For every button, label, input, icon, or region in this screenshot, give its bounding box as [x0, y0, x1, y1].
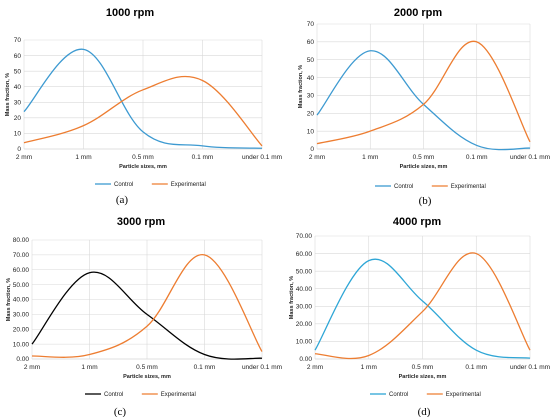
series-line-experimental	[31, 254, 263, 358]
x-tick-label: 2 mm	[307, 364, 323, 371]
y-tick-label: 50.00	[296, 268, 313, 275]
y-axis-label: Mass fraction, %	[298, 65, 304, 109]
panel-label: (c)	[114, 406, 127, 417]
y-tick-label: 20.00	[296, 321, 313, 328]
x-tick-label: 0.5 mm	[136, 364, 158, 371]
x-tick-label: 1 mm	[75, 154, 91, 161]
x-tick-label: 1 mm	[81, 364, 97, 371]
x-tick-label: 2 mm	[16, 154, 32, 161]
y-tick-label: 0.00	[299, 356, 312, 363]
x-tick-label: 0.5 mm	[132, 154, 154, 161]
y-tick-label: 80.00	[13, 237, 30, 244]
legend-entry: Control	[394, 184, 413, 190]
series-line-control	[31, 271, 263, 360]
y-tick-label: 40	[14, 84, 22, 91]
x-tick-label: 1 mm	[361, 364, 377, 371]
y-tick-label: 30	[14, 99, 22, 106]
x-tick-label: 0.1 mm	[192, 154, 214, 161]
series-line-experimental	[23, 75, 263, 147]
chart-3: 3000 rpm 0.00 10.00 20.00 30.00 40.00 50.00 60.…	[6, 216, 282, 417]
y-tick-label: 70.00	[13, 252, 30, 259]
legend-entry: Experimental	[446, 392, 481, 398]
legend-entry: Experimental	[171, 182, 206, 188]
x-axis-label: Particle sizes, mm	[123, 374, 171, 380]
chart-title: 2000 rpm	[394, 7, 443, 19]
y-tick-label: 60	[307, 39, 315, 46]
y-tick-label: 40	[307, 75, 315, 82]
x-tick-label: 1 mm	[362, 154, 378, 161]
y-tick-label: 10.00	[296, 339, 313, 346]
y-tick-label: 40.00	[296, 286, 313, 293]
x-tick-label: 0.1 mm	[194, 364, 216, 371]
panel-label: (a)	[116, 194, 129, 206]
y-tick-label: 50	[307, 57, 315, 64]
x-axis-label: Particle sizes, mm	[119, 164, 167, 170]
y-axis-label: Mass fraction, %	[5, 73, 11, 117]
series-line-experimental	[314, 252, 531, 360]
legend-entry: Control	[389, 392, 408, 398]
chart-title: 4000 rpm	[393, 216, 442, 228]
x-tick-label: 0.5 mm	[412, 364, 434, 371]
series-line-control	[23, 48, 263, 149]
x-tick-label: under 0.1 mm	[510, 154, 550, 161]
y-tick-label: 30.00	[296, 303, 313, 310]
y-tick-label: 10	[307, 128, 315, 135]
y-tick-label: 20.00	[13, 326, 30, 333]
x-axis-label: Particle sizes, mm	[400, 164, 448, 170]
x-tick-label: 2 mm	[24, 364, 40, 371]
legend-entry: Experimental	[161, 392, 196, 398]
y-tick-label: 50	[14, 68, 22, 75]
x-tick-label: under 0.1 mm	[242, 364, 282, 371]
y-tick-label: 60.00	[13, 267, 30, 274]
y-tick-label: 20	[14, 115, 22, 122]
x-tick-label: 2 mm	[309, 154, 325, 161]
y-tick-label: 70	[14, 37, 22, 44]
chart-title: 3000 rpm	[117, 216, 166, 228]
x-axis-label: Particle sizes, mm	[399, 374, 447, 380]
x-tick-label: 0.1 mm	[465, 364, 487, 371]
y-tick-label: 20	[307, 110, 315, 117]
chart-title: 1000 rpm	[106, 7, 155, 19]
y-tick-label: 60.00	[296, 251, 313, 258]
y-tick-label: 40.00	[13, 297, 30, 304]
y-tick-label: 60	[14, 53, 22, 60]
series-line-control	[314, 258, 531, 359]
x-tick-label: under 0.1 mm	[510, 364, 550, 371]
y-tick-label: 30	[307, 93, 315, 100]
y-tick-label: 0	[17, 146, 21, 153]
series-line-experimental	[316, 40, 531, 145]
y-tick-label: 10	[14, 131, 22, 138]
y-tick-label: 30.00	[13, 312, 30, 319]
legend-entry: Experimental	[451, 184, 486, 190]
chart-1: 1000 rpm 0 10 20 30 40 50 60 70 2 mm 1 mm 0.5 mm 0.1…	[5, 7, 282, 206]
y-axis-label: Mass fraction, %	[6, 278, 12, 322]
panel-label: (b)	[419, 195, 432, 207]
series-line-control	[316, 50, 531, 151]
legend-entry: Control	[114, 182, 133, 188]
y-axis-label: Mass fraction, %	[289, 276, 295, 320]
y-tick-label: 50.00	[13, 282, 30, 289]
chart-4: 4000 rpm 0.00 10.00 20.00 30.00 40.00 50.00 60.…	[289, 216, 550, 417]
panel-label: (d)	[418, 406, 431, 417]
y-tick-label: 70.00	[296, 233, 313, 240]
legend-entry: Control	[104, 392, 123, 398]
x-tick-label: 0.1 mm	[466, 154, 488, 161]
y-tick-label: 70	[307, 21, 315, 28]
x-tick-label: under 0.1 mm	[242, 154, 282, 161]
y-tick-label: 0.00	[16, 356, 29, 363]
x-tick-label: 0.5 mm	[413, 154, 435, 161]
chart-2: 2000 rpm 0 10 20 30 40 50 60 70 2 mm 1 mm 0.5 mm 0.1…	[298, 7, 550, 207]
y-tick-label: 0	[310, 146, 314, 153]
y-tick-label: 10.00	[13, 341, 30, 348]
